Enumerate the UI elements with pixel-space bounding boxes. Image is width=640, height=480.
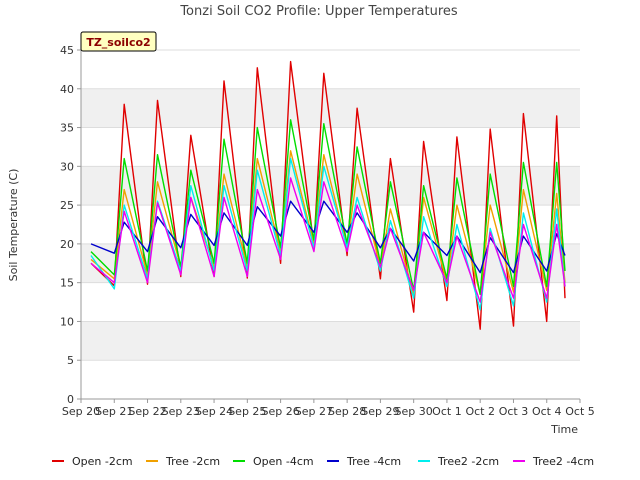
series-line-open-4cm [90,119,566,295]
y-tick-label: 20 [60,238,74,251]
site-tag: TZ_soilco2 [80,31,157,52]
legend-item: Tree2 -2cm [418,455,499,468]
legend-item: Tree -4cm [327,455,401,468]
x-tick-label: Sep 21 [95,405,133,418]
series-layer [90,60,566,330]
x-tick-label: Sep 26 [261,405,299,418]
legend-item: Open -4cm [233,455,314,468]
legend: Open -2cm Tree -2cm Open -4cm Tree -4cm Tree… [52,455,594,468]
legend-item: Open -2cm [52,455,133,468]
y-tick-label: 35 [60,122,74,135]
x-tick-label: Sep 20 [62,405,100,418]
x-tick-label: Sep 28 [328,405,366,418]
y-tick-label: 40 [60,83,74,96]
x-tick-label: Oct 2 [465,405,495,418]
x-tick-label: Sep 23 [162,405,200,418]
y-tick-label: 25 [60,199,74,212]
legend-label: Tree2 -2cm [437,455,499,468]
x-tick-label: Oct 3 [499,405,529,418]
x-tick-label: Oct 5 [565,405,595,418]
x-tick-label: Oct 1 [432,405,462,418]
site-tag-text: TZ_soilco2 [86,36,150,49]
chart-title: Tonzi Soil CO2 Profile: Upper Temperatur… [179,4,458,19]
legend-label: Tree -4cm [346,455,401,468]
legend-label: Tree2 -4cm [532,455,594,468]
legend-item: Tree2 -4cm [513,455,594,468]
legend-label: Open -4cm [253,455,314,468]
x-tick-label: Sep 27 [295,405,333,418]
legend-label: Tree -2cm [165,455,220,468]
x-tick-label: Oct 4 [532,405,562,418]
y-tick-label: 45 [60,44,74,57]
x-axis-label: Time [550,423,578,436]
axes [77,49,581,403]
legend-label: Open -2cm [72,455,133,468]
x-tick-label: Sep 25 [228,405,266,418]
series-line-tree2-4cm [90,177,566,303]
y-tick-label: 0 [67,393,74,406]
series-line-tree-2cm [90,150,566,295]
y-tick-label: 5 [67,354,74,367]
y-tick-label: 30 [60,160,74,173]
legend-item: Tree -2cm [146,455,220,468]
x-tick-label: Sep 30 [395,405,433,418]
y-tick-labels: 0 5 10 15 20 25 30 35 40 45 [60,44,74,406]
x-tick-label: Sep 22 [128,405,166,418]
y-axis-label: Soil Temperature (C) [7,169,20,282]
x-tick-label: Sep 29 [361,405,399,418]
grid-band [81,321,580,361]
y-tick-label: 10 [60,315,74,328]
y-tick-label: 15 [60,277,74,290]
site-tag-box [80,31,157,52]
x-tick-label: Sep 24 [195,405,233,418]
